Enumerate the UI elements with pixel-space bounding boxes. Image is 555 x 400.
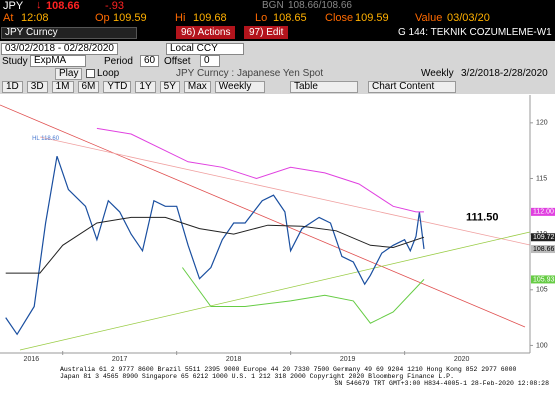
frequency-select[interactable]: Weekly [214,81,265,93]
field-label: Op [95,12,110,24]
price-tag-label: 109.72 [533,234,555,241]
chart-title: JPY Curncy : Japanese Yen Spot [176,68,324,79]
series-line [5,156,425,336]
field-value: 12:08 [21,12,49,24]
price-tag-label: 112.00 [533,209,554,216]
study-label: Study [2,56,28,67]
field-label: Close [325,12,354,24]
footer-line: Australia 61 2 9777 8600 Brazil 5511 239… [60,366,517,373]
trend-line [19,231,531,351]
change: -.93 [105,0,124,12]
last-price: 108.66 [46,0,80,12]
field-label: Value [415,12,443,24]
field-label: Hi [175,12,186,24]
period-input[interactable]: 60 [140,55,160,67]
field-value: 109.59 [113,12,147,24]
x-tick-label: 2018 [226,356,242,363]
x-tick-label: 2017 [112,356,128,363]
y-tick-label: 120 [536,120,548,127]
y-tick-label: 115 [536,175,547,182]
footer-line: Japan 81 3 4565 8900 Singapore 65 6212 1… [60,373,454,380]
loop-label: Loop [97,68,120,79]
date-range[interactable]: 03/02/2018 - 02/28/2020 [1,43,118,55]
price-tag-label: 105.93 [533,276,555,283]
field-label: Lo [255,12,268,24]
range-button[interactable]: 1M [51,81,74,93]
bid-ask: 108.66/108.66 [288,0,352,11]
table-button[interactable]: Table [290,81,358,93]
footer-line: SN 546679 TRT GMT+3:00 H834-4005-1 28-Fe… [334,380,549,387]
security-input[interactable]: JPY Curncy [1,27,137,39]
field-value: 109.68 [193,12,227,24]
offset-input[interactable]: 0 [200,55,220,67]
x-tick-label: 2019 [340,356,356,363]
range-button[interactable]: 1Y [135,81,156,93]
ticker: JPY [3,0,24,12]
command-bar: JPY Curncy 96) Actions 97) Edit G 144: T… [0,25,555,41]
range-button[interactable]: YTD [103,81,132,93]
trend-line [39,136,531,246]
currency-select[interactable]: Local CCY [166,43,244,55]
controls: 03/02/2018 - 02/28/2020 Local CCY Study … [0,41,555,94]
series-line [96,127,424,213]
range-button[interactable]: 5Y [159,81,180,93]
series-line [5,216,425,274]
study-select[interactable]: ExpMA [30,55,86,67]
span: 3/2/2018-2/28/2020 [461,68,548,79]
frequency: Weekly [421,68,454,79]
quote-bar: JPY ↓ 108.66 -.93 BGN 108.66/108.66 At 12… [0,0,555,25]
chart-content-button[interactable]: Chart Content [368,81,456,93]
x-tick-label: 2020 [454,356,470,363]
price-tag [531,207,555,216]
y-tick-label: 100 [536,342,548,349]
field-value: 109.59 [355,12,389,24]
price-tag [531,245,555,254]
range-button[interactable]: 6M [77,81,100,93]
range-button[interactable]: Max [183,81,211,93]
field-label: At [3,12,14,24]
price-tag-label: 108.66 [533,246,555,253]
series-line [181,267,425,324]
high-label: HL 118.60 [32,136,60,142]
price-tag [531,275,555,284]
actions-button[interactable]: 96) Actions [176,26,236,39]
level-label: 111.50 [466,211,498,223]
loop-checkbox[interactable] [86,69,95,78]
page-title: G 144: TEKNIK COZUMLEME-W1 [398,27,552,38]
y-tick-label: 105 [536,287,548,294]
period-label: Period [104,56,133,67]
down-arrow: ↓ [36,0,42,11]
chart: 10010511011512020162017201820192020112.0… [0,95,555,363]
field-value: 03/03/20 [447,12,490,24]
edit-button[interactable]: 97) Edit [244,26,289,39]
x-tick-label: 2016 [24,356,40,363]
play-button[interactable]: Play [55,68,83,80]
range-button[interactable]: 1D [2,81,23,93]
trend-line [0,104,526,328]
range-button[interactable]: 3D [26,81,48,93]
price-tag [531,233,555,242]
offset-label: Offset [164,56,191,67]
source: BGN [262,0,284,11]
footer: Australia 61 2 9777 8600 Brazil 5511 239… [60,366,555,387]
field-value: 108.65 [273,12,307,24]
